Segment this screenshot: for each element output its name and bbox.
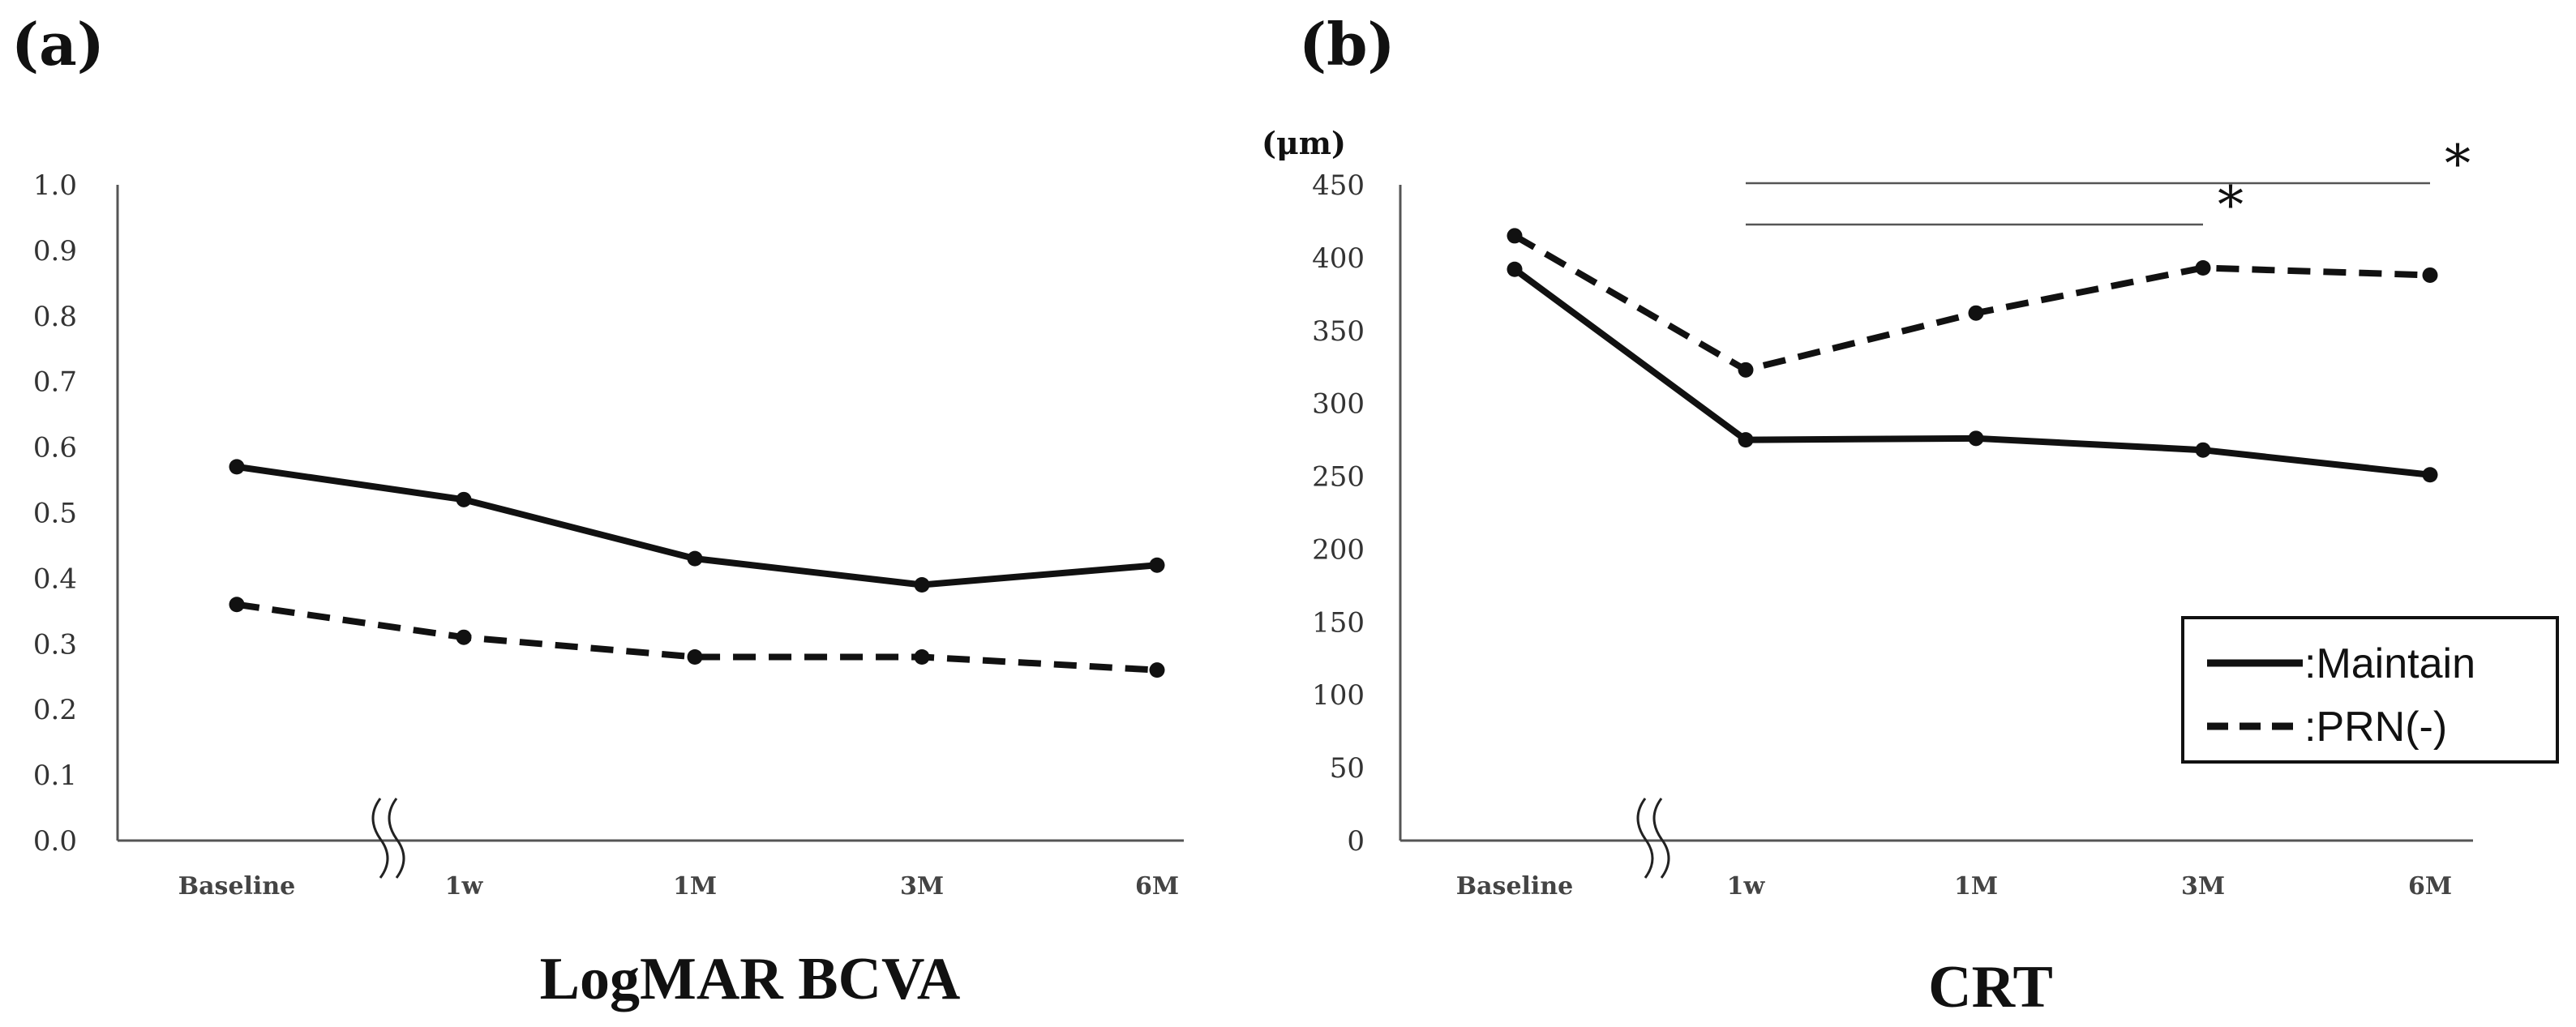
b-y-tick-label: 450 [1312,169,1365,202]
b-y-tick-label: 150 [1312,606,1365,639]
significance-star: * [2218,176,2244,236]
a-series-prn-point [914,648,930,665]
a-series-maintain-point [1149,557,1165,573]
b-series-maintain-point [1968,430,1984,447]
a-x-tick-label: 1M [673,872,717,901]
b-y-tick-label: 350 [1312,315,1365,348]
panel-a-title: LogMAR BCVA [540,946,961,1012]
b-y-tick-label: 100 [1312,679,1365,712]
panel-a-label: (a) [11,10,105,79]
panel-a: (a) 0.0 0.1 0.2 0.3 0.4 0.5 0.6 0.7 0.8 0.9 1.0 Bas… [11,10,1184,1012]
a-axis-break-right [388,798,405,879]
panel-b-title: CRT [1928,954,2053,1021]
a-y-tick-label: 0.3 [33,628,77,661]
a-y-tick-label: 0.6 [33,432,77,464]
a-y-tick-label: 0.2 [33,694,77,726]
b-series-maintain-point [1738,432,1754,448]
a-axis-break-left [371,798,389,879]
b-x-tick-label: 1w [1727,872,1766,901]
b-x-tick-label: Baseline [1456,872,1573,901]
a-series-maintain-point [456,491,472,507]
b-y-tick-label: 50 [1330,752,1365,785]
b-series-maintain-point [2422,467,2438,483]
a-y-tick-label: 0.5 [33,498,77,530]
b-y-tick-label: 400 [1312,242,1365,275]
a-series-maintain-point [687,550,703,567]
a-series-maintain-point [914,576,930,593]
a-series-prn-line [236,601,1158,674]
a-y-tick-label: 0.8 [33,301,77,333]
a-x-tick-label: 6M [1135,872,1179,901]
b-axis-break-left [1636,798,1654,879]
b-series-prn-point [2422,267,2438,283]
panel-a-axes: 0.0 0.1 0.2 0.3 0.4 0.5 0.6 0.7 0.8 0.9 1.0 Baselin… [33,169,1184,901]
a-y-tick-label: 0.7 [33,366,77,399]
b-series-prn-point [2195,259,2211,276]
a-series-prn-point [456,629,472,645]
b-y-tick-label: 250 [1312,461,1365,494]
panel-b-label: (b) [1299,10,1395,79]
b-axis-break-right [1652,798,1670,879]
a-x-tick-label: 3M [900,872,944,901]
a-y-tick-label: 0.4 [33,563,77,595]
panel-b-axes: 0 50 100 150 200 250 300 350 400 450 Baseline 1w 1M 3… [1312,169,2473,901]
a-x-tick-label: 1w [445,872,484,901]
significance-star: * [2445,135,2471,195]
b-y-tick-label: 300 [1312,388,1365,421]
b-y-tick-label: 0 [1347,825,1365,858]
b-series-prn-line [1512,233,2431,374]
legend-item-maintain: :Maintain [2304,640,2475,687]
b-y-tick-label: 200 [1312,533,1365,566]
a-y-tick-label: 1.0 [33,169,77,202]
b-series-prn-point [1738,362,1754,378]
a-series-prn-point [229,597,245,613]
b-series-prn-point [1507,228,1523,244]
panel-b-y-unit: (μm) [1262,125,1346,161]
panel-b-marks [1507,228,2438,483]
panel-a-marks [229,459,1165,678]
b-series-prn-point [1968,305,1984,321]
a-x-tick-label: Baseline [178,872,295,901]
significance-brackets: ** [1746,135,2471,236]
a-y-tick-label: 0.0 [33,825,77,858]
a-series-prn-point [687,648,703,665]
panel-b: (b) (μm) 0 50 100 150 200 250 300 350 400 450 Base… [1262,10,2559,1021]
b-series-maintain-point [1507,261,1523,277]
legend-item-prn: :PRN(-) [2304,704,2447,751]
b-x-tick-label: 3M [2181,872,2225,901]
legend-box [2181,616,2559,764]
legend: :Maintain :PRN(-) [2181,616,2559,764]
a-series-prn-point [1149,662,1165,678]
a-y-tick-label: 0.1 [33,760,77,792]
b-x-tick-label: 1M [1954,872,1998,901]
b-x-tick-label: 6M [2408,872,2452,901]
a-series-maintain-point [229,459,245,475]
a-series-maintain-line [236,463,1158,588]
b-series-maintain-point [2195,442,2211,458]
a-y-tick-label: 0.9 [33,235,77,267]
